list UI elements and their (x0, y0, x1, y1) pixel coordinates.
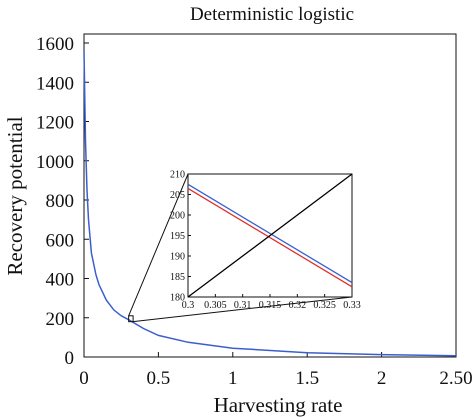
x-axis-label: Harvesting rate (214, 393, 343, 417)
inset-series-line (187, 183, 353, 284)
inset-x-tick-label: 0.3 (182, 300, 195, 311)
inset-y-tick-label: 210 (170, 170, 185, 181)
inset-x-tick-label: 0.32 (289, 300, 307, 311)
inset-series-line (187, 187, 353, 288)
y-tick-label: 600 (46, 230, 75, 251)
inset-x-tick-label: 0.31 (234, 300, 252, 311)
y-tick-label: 800 (46, 191, 75, 212)
main-plot: 0 0.5 1 1.5 2 2.50 0 200 400 600 800 1000 1200 1400 16… (36, 33, 473, 389)
y-tick-label: 1000 (36, 152, 74, 173)
inset-x-tick-label: 0.315 (259, 300, 282, 311)
inset-y-tick-label: 185 (170, 272, 185, 283)
inset-x-tick-label: 0.33 (343, 300, 361, 311)
y-tick-label: 1600 (36, 34, 74, 55)
x-tick-label: 1 (228, 368, 238, 389)
chart-title: Deterministic logistic (190, 4, 354, 25)
main-plot-frame (83, 33, 457, 358)
inset-y-tick-label: 195 (170, 231, 185, 242)
inset-series-line (187, 173, 353, 298)
x-tick-label: 2.50 (439, 368, 472, 389)
inset-plot: 0.3 0.305 0.31 0.315 0.32 0.325 0.33 180 185 190 1… (128, 170, 361, 323)
y-tick-label: 400 (46, 270, 75, 291)
inset-y-tick-label: 180 (170, 293, 185, 304)
inset-x-tick-label: 0.305 (204, 300, 227, 311)
y-axis-label: Recovery potential (3, 116, 27, 275)
connector-line (133, 296, 353, 323)
series-line (83, 50, 457, 357)
inset-y-tick-label: 200 (170, 211, 185, 222)
y-tick-label: 1200 (36, 113, 74, 134)
inset-y-tick-label: 205 (170, 190, 185, 201)
x-tick-label: 0.5 (147, 368, 171, 389)
zoom-box (128, 315, 134, 323)
inset-y-tick-label: 190 (170, 252, 185, 263)
x-tick-label: 0 (79, 368, 89, 389)
x-tick-label: 2 (377, 368, 387, 389)
y-tick-label: 200 (46, 309, 75, 330)
y-tick-label: 0 (65, 348, 75, 369)
inset-x-tick-label: 0.325 (313, 300, 336, 311)
connector-line (128, 173, 189, 316)
x-tick-label: 1.5 (295, 368, 319, 389)
y-tick-label: 1400 (36, 73, 74, 94)
